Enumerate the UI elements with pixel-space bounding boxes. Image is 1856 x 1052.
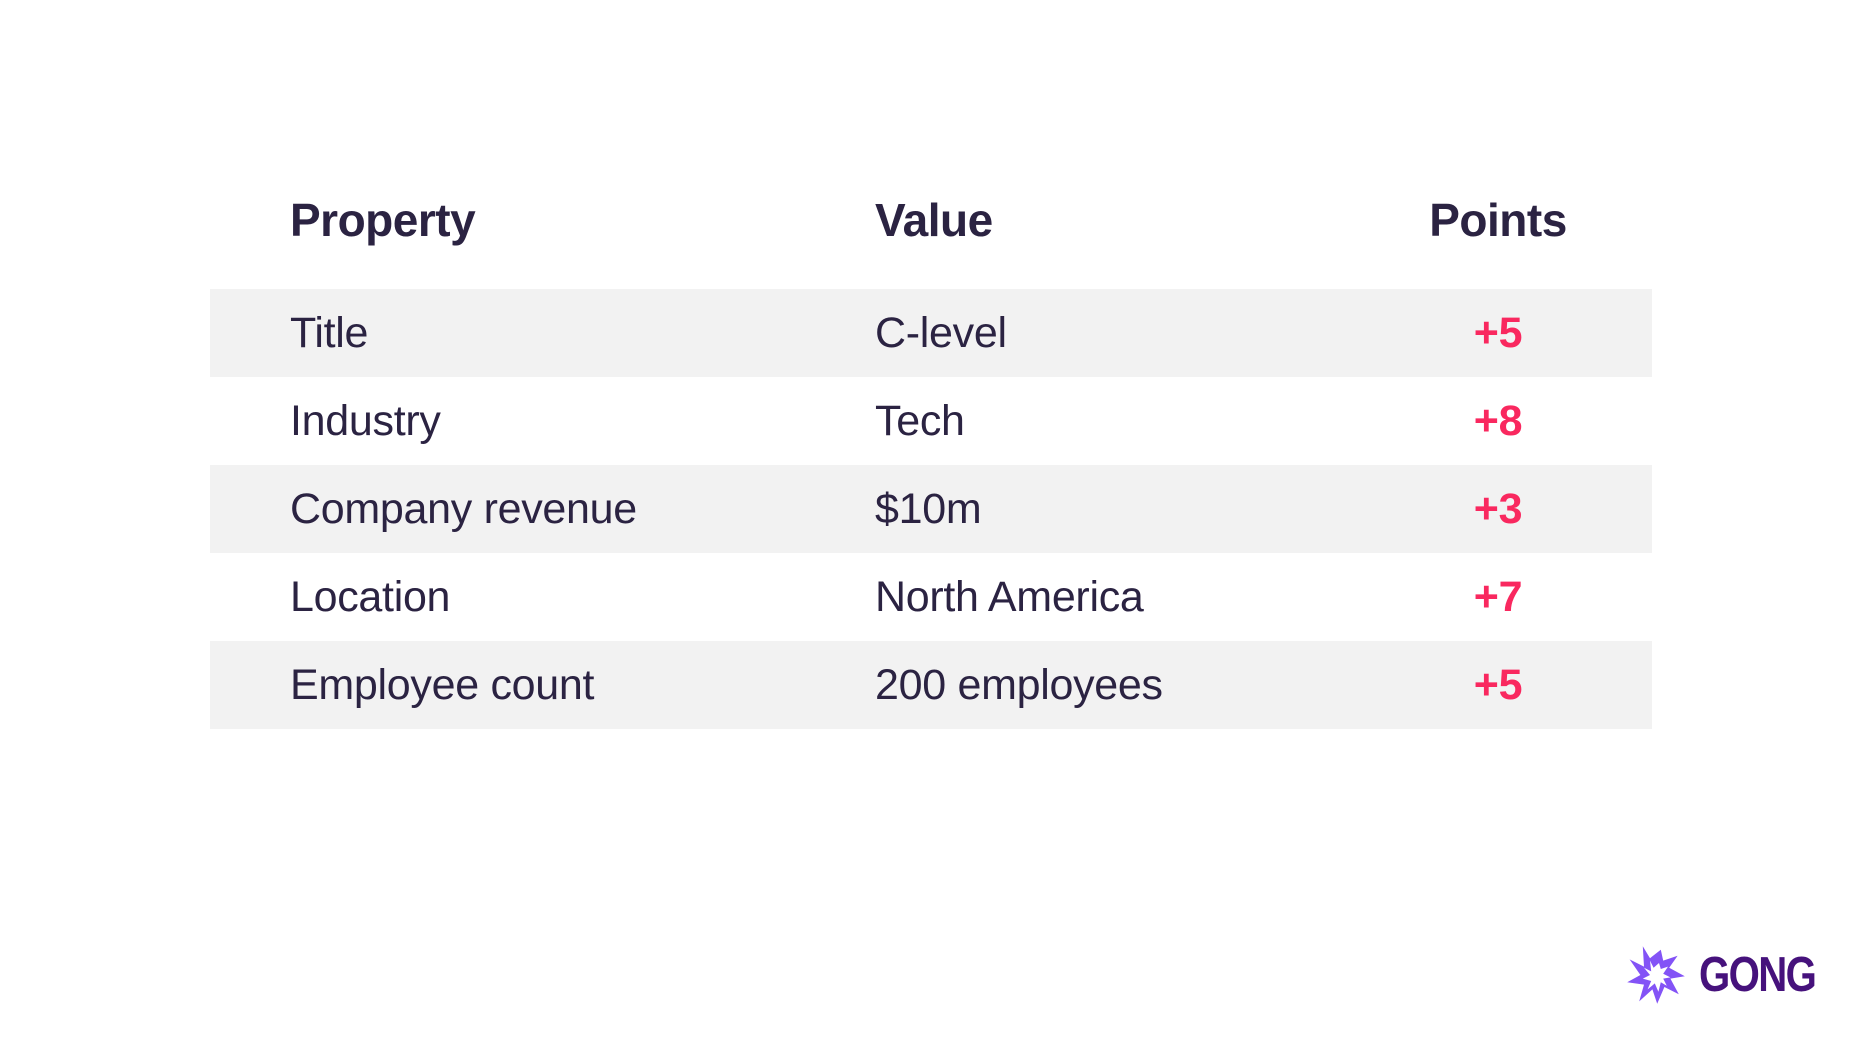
- property-cell: Title: [290, 308, 369, 357]
- points-cell: +5: [1473, 308, 1523, 357]
- gong-burst-icon: [1627, 946, 1685, 1004]
- value-cell: C-level: [875, 308, 1007, 357]
- points-cell: +5: [1473, 660, 1523, 709]
- points-cell: +8: [1473, 396, 1523, 445]
- table-row: Location North America +7: [210, 553, 1652, 641]
- value-cell: North America: [875, 572, 1144, 621]
- column-header-property: Property: [290, 193, 476, 246]
- value-cell: 200 employees: [875, 660, 1163, 709]
- table-row: Company revenue $10m +3: [210, 465, 1652, 553]
- points-cell: +7: [1473, 572, 1523, 621]
- table-header-row: Property Value Points: [210, 150, 1652, 289]
- value-cell: Tech: [875, 396, 965, 445]
- gong-wordmark: GONG: [1699, 947, 1817, 1002]
- column-header-points: Points: [1429, 193, 1567, 246]
- value-cell: $10m: [875, 484, 982, 533]
- property-cell: Employee count: [290, 660, 595, 709]
- gong-logo: GONG: [1626, 942, 1841, 1008]
- column-header-value: Value: [875, 193, 993, 246]
- property-cell: Location: [290, 572, 451, 621]
- table-row: Employee count 200 employees +5: [210, 641, 1652, 729]
- table-row: Industry Tech +8: [210, 377, 1652, 465]
- points-cell: +3: [1473, 484, 1523, 533]
- property-cell: Company revenue: [290, 484, 637, 533]
- table-row: Title C-level +5: [210, 289, 1652, 377]
- lead-score-table: Property Value Points Title C-level +5 I…: [210, 150, 1652, 729]
- property-cell: Industry: [290, 396, 441, 445]
